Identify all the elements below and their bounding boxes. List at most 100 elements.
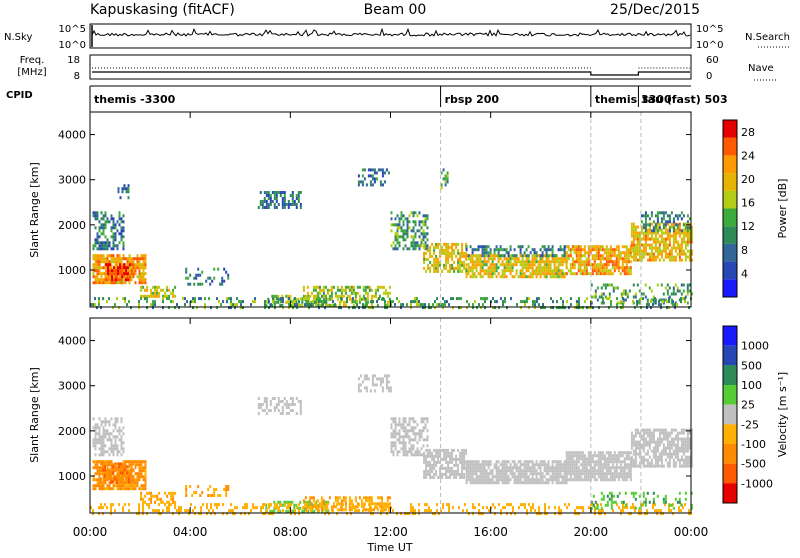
heatmap-cell [154, 501, 156, 504]
heatmap-cell [184, 297, 186, 300]
heatmap-cell [687, 226, 689, 229]
heatmap-cell [433, 461, 435, 464]
heatmap-cell [111, 214, 113, 217]
heatmap-cell [120, 465, 122, 468]
heatmap-cell [238, 300, 240, 303]
heatmap-cell [655, 429, 657, 432]
heatmap-cell [542, 463, 544, 466]
heatmap-cell [494, 475, 496, 478]
heatmap-cell [123, 214, 125, 217]
heatmap-cell [578, 269, 580, 272]
heatmap-cell [391, 435, 393, 438]
heatmap-cell [524, 469, 526, 472]
heatmap-cell [526, 463, 528, 466]
heatmap-cell [354, 506, 356, 509]
heatmap-cell [123, 441, 125, 444]
heatmap-cell [437, 258, 439, 261]
heatmap-cell [677, 214, 679, 217]
heatmap-cell [657, 459, 659, 462]
heatmap-cell [309, 496, 311, 499]
heatmap-cell [490, 269, 492, 272]
heatmap-cell [278, 506, 280, 509]
heatmap-cell [143, 275, 145, 278]
heatmap-cell [607, 284, 609, 287]
heatmap-cell [331, 292, 333, 295]
heatmap-cell [294, 403, 296, 406]
heatmap-cell [109, 266, 111, 269]
heatmap-cell [298, 509, 300, 512]
heatmap-cell [168, 509, 170, 512]
heatmap-cell [683, 250, 685, 253]
heatmap-cell [388, 389, 390, 392]
heatmap-cell [598, 466, 600, 469]
heatmap-cell [143, 281, 145, 284]
heatmap-cell [685, 247, 687, 250]
heatmap-cell [388, 374, 390, 377]
heatmap-cell [600, 245, 602, 248]
heatmap-cell [518, 460, 520, 463]
heatmap-cell [447, 470, 449, 473]
heatmap-cell [95, 441, 97, 444]
heatmap-cell [675, 250, 677, 253]
heatmap-cell [586, 478, 588, 481]
heatmap-cell [433, 258, 435, 261]
heatmap-cell [606, 469, 608, 472]
heatmap-cell [363, 496, 365, 499]
heatmap-cell [455, 473, 457, 476]
heatmap-cell [447, 246, 449, 249]
heatmap-cell [554, 460, 556, 463]
heatmap-cell [618, 245, 620, 248]
heatmap-cell [403, 229, 405, 232]
heatmap-cell [614, 460, 616, 463]
heatmap-cell [449, 458, 451, 461]
heatmap-cell [399, 235, 401, 238]
heatmap-cell [576, 257, 578, 260]
heatmap-cell [679, 232, 681, 235]
heatmap-cell [227, 488, 229, 491]
heatmap-cell [364, 386, 366, 389]
heatmap-cell [564, 475, 566, 478]
heatmap-cell [486, 460, 488, 463]
heatmap-cell [185, 485, 187, 488]
heatmap-cell [657, 238, 659, 241]
heatmap-cell [488, 251, 490, 254]
heatmap-cell [99, 220, 101, 223]
heatmap-cell [124, 297, 126, 300]
heatmap-cell [554, 478, 556, 481]
heatmap-cell [667, 235, 669, 238]
heatmap-cell [586, 263, 588, 266]
heatmap-cell [451, 467, 453, 470]
heatmap-cell [616, 457, 618, 460]
heatmap-cell [486, 478, 488, 481]
heatmap-cell [97, 423, 99, 426]
heatmap-cell [468, 478, 470, 481]
heatmap-cell [119, 257, 121, 260]
heatmap-cell [631, 465, 633, 468]
heatmap-cell [274, 506, 276, 509]
heatmap-cell [292, 300, 294, 303]
heatmap-cell [520, 251, 522, 254]
heatmap-cell [377, 286, 379, 289]
heatmap-cell [213, 494, 215, 497]
heatmap-cell [386, 168, 388, 171]
heatmap-cell [461, 249, 463, 252]
heatmap-cell [160, 501, 162, 504]
heatmap-cell [140, 297, 142, 300]
heatmap-cell [380, 503, 382, 506]
heatmap-cell [219, 494, 221, 497]
heatmap-cell [95, 484, 97, 487]
heatmap-cell [498, 248, 500, 251]
heatmap-cell [421, 435, 423, 438]
heatmap-cell [226, 300, 228, 303]
heatmap-cell [427, 249, 429, 252]
heatmap-cell [101, 450, 103, 453]
heatmap-cell [413, 444, 415, 447]
heatmap-cell [323, 499, 325, 502]
heatmap-cell [93, 460, 95, 463]
heatmap-cell [516, 466, 518, 469]
heatmap-cell [405, 420, 407, 423]
heatmap-cell [301, 510, 303, 513]
heatmap-cell [534, 466, 536, 469]
heatmap-cell [124, 465, 126, 468]
heatmap-cell [399, 438, 401, 441]
